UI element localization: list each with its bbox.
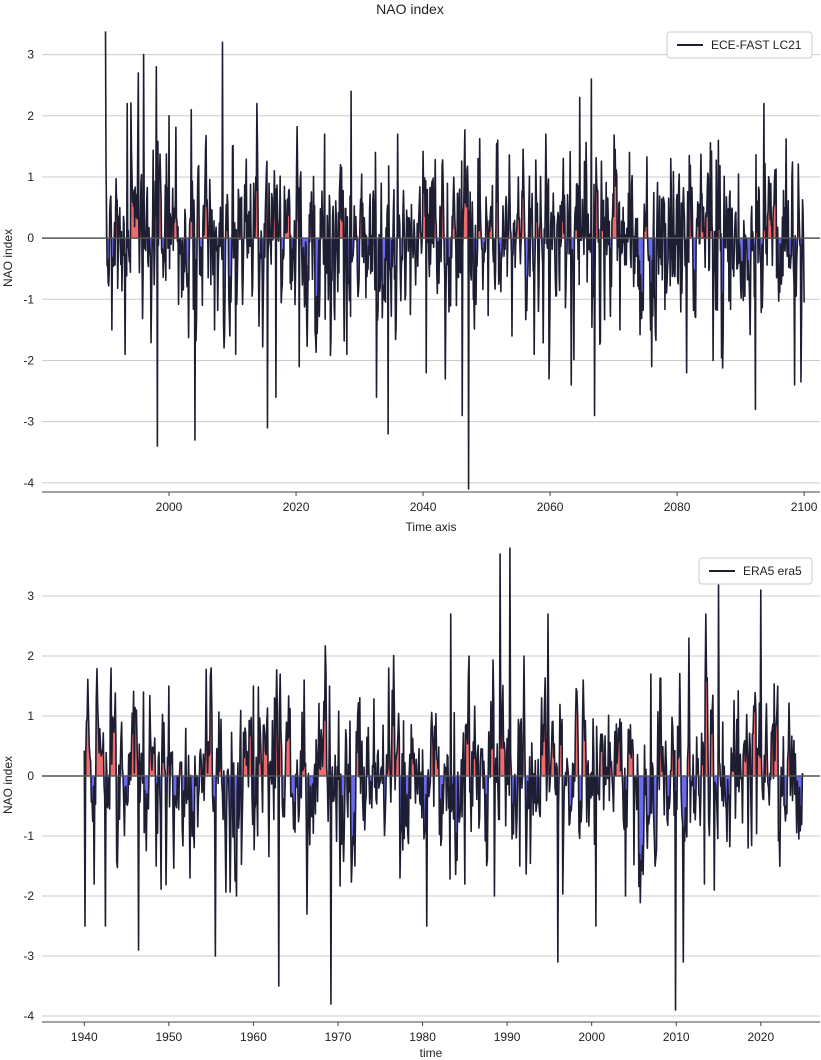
- y-tick-label: 3: [27, 48, 34, 62]
- panel-ece-fast: -4 -3 -2 -1 0 1 2 3 2000 2020 2040 2060 2080 2100 Time…: [1, 31, 820, 534]
- x-tick-label: 2080: [664, 500, 691, 514]
- y-tick-label: -3: [23, 415, 34, 429]
- y-tick-label: -2: [23, 889, 34, 903]
- legend-box: [698, 557, 813, 585]
- legend: ECE-FAST LC21: [666, 31, 813, 59]
- panel-era5: -4 -3 -2 -1 0 1 2 3 1940 1950 1960 1970 1980 1990 2000…: [1, 547, 820, 1060]
- x-axis-label: Time axis: [406, 520, 457, 534]
- y-axis-label: NAO index: [1, 229, 15, 287]
- y-tick-label: -4: [23, 1009, 34, 1023]
- y-tick-label: 1: [27, 170, 34, 184]
- x-tick-label: 2010: [663, 1030, 690, 1044]
- y-tick-label: -3: [23, 949, 34, 963]
- figure-title: NAO index: [376, 1, 444, 17]
- legend-box: [666, 31, 813, 59]
- y-tick-label: 3: [27, 589, 34, 603]
- x-tick-label: 2100: [791, 500, 818, 514]
- y-tick-label: 2: [27, 109, 34, 123]
- y-tick-label: 2: [27, 649, 34, 663]
- x-tick-label: 2020: [283, 500, 310, 514]
- x-tick-label: 2000: [578, 1030, 605, 1044]
- y-tick-label: -2: [23, 353, 34, 367]
- legend-label: ECE-FAST LC21: [711, 38, 802, 52]
- x-tick-label: 1990: [494, 1030, 521, 1044]
- nao-series-line: [83, 547, 804, 1011]
- y-tick-label: -4: [23, 476, 34, 490]
- y-tick-label: 0: [27, 769, 34, 783]
- positive-fill-area: [84, 548, 804, 776]
- y-tick-label: -1: [23, 829, 34, 843]
- x-tick-label: 1960: [240, 1030, 267, 1044]
- legend-label: ERA5 era5: [743, 564, 802, 578]
- nao-series-line: [104, 31, 805, 490]
- x-tick-label: 1940: [71, 1030, 98, 1044]
- x-axis-label: time: [420, 1046, 443, 1060]
- x-tick-label: 1970: [325, 1030, 352, 1044]
- x-tick-label: 2040: [410, 500, 437, 514]
- x-tick-label: 2000: [156, 500, 183, 514]
- y-tick-label: 0: [27, 231, 34, 245]
- y-tick-label: 1: [27, 709, 34, 723]
- y-axis-label: NAO index: [1, 756, 15, 814]
- legend: ERA5 era5: [698, 557, 813, 585]
- x-tick-label: 1950: [155, 1030, 182, 1044]
- y-tick-label: -1: [23, 292, 34, 306]
- x-tick-label: 2020: [747, 1030, 774, 1044]
- x-tick-label: 2060: [537, 500, 564, 514]
- x-tick-label: 1980: [409, 1030, 436, 1044]
